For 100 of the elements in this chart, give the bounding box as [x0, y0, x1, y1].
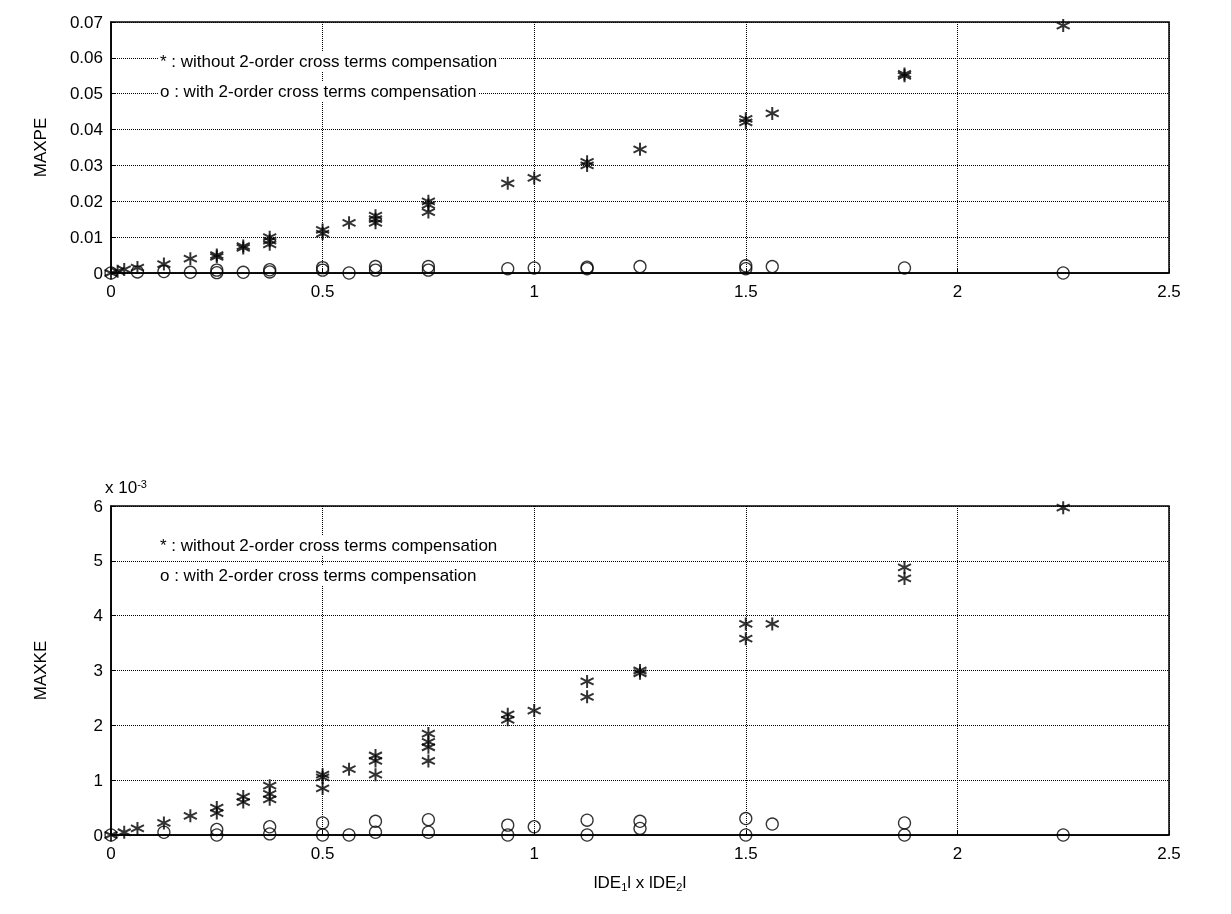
- y-tick-label: 0.01: [69, 227, 103, 247]
- y-tick-label: 0: [93, 825, 103, 845]
- y-tick-label: 0.04: [69, 120, 103, 140]
- annotation: * : without 2-order cross terms compensation: [160, 52, 498, 71]
- point: [632, 141, 648, 157]
- y-tick-label: 0.05: [69, 84, 103, 104]
- y-tick-label: 0.06: [69, 48, 103, 68]
- y-tick-label: 0.02: [69, 191, 103, 211]
- point: [421, 263, 436, 277]
- x-tick-label: 1.5: [733, 844, 758, 863]
- point: [527, 261, 541, 275]
- point: [236, 265, 250, 279]
- point: [341, 761, 357, 777]
- point: [116, 824, 132, 840]
- x-tick-label: 1: [529, 844, 539, 863]
- y-axis-title: MAXKE: [31, 640, 50, 701]
- x-tick-label: 2.5: [1157, 282, 1181, 301]
- point: [897, 816, 912, 830]
- point: [368, 767, 383, 783]
- point: [156, 815, 172, 831]
- point: [1056, 266, 1070, 280]
- point: [368, 263, 383, 277]
- point: [157, 264, 171, 279]
- x-tick-label: 2: [952, 844, 963, 863]
- point: [500, 175, 516, 191]
- point: [764, 105, 780, 121]
- point: [500, 712, 516, 728]
- point: [580, 813, 594, 827]
- point: [897, 570, 912, 586]
- point: [633, 814, 647, 828]
- point: [157, 825, 171, 839]
- point: [110, 263, 126, 279]
- point: [129, 260, 145, 276]
- x-tick-label: 0: [106, 844, 116, 863]
- point: [526, 170, 542, 186]
- point: [315, 226, 331, 242]
- point: [263, 820, 277, 834]
- y-tick-label: 6: [93, 496, 103, 516]
- point: [129, 820, 145, 836]
- point: [421, 259, 436, 274]
- point: [501, 828, 515, 842]
- point: [130, 265, 145, 279]
- point: [420, 739, 436, 755]
- point: [235, 794, 251, 810]
- point: [182, 808, 198, 824]
- y-tick-label: 3: [93, 661, 103, 680]
- x-tick-label: 0.5: [310, 282, 335, 301]
- x-tick-label: 2: [952, 282, 963, 301]
- annotation: * : without 2-order cross terms compensation: [160, 536, 498, 555]
- x-tick-label: 1: [529, 282, 539, 301]
- point: [210, 822, 224, 837]
- point: [421, 813, 436, 827]
- annotation: o : with 2-order cross terms compensation: [160, 566, 477, 585]
- y-tick-label: 2: [93, 715, 103, 735]
- point: [527, 820, 541, 834]
- y-tick-label: 0.07: [69, 12, 103, 32]
- point: [342, 828, 356, 842]
- point: [368, 753, 383, 769]
- x-tick-label: 1.5: [733, 282, 758, 301]
- y-tick-label: 5: [93, 551, 103, 571]
- point: [368, 825, 383, 839]
- point: [420, 204, 436, 220]
- point: [580, 828, 594, 842]
- point: [156, 256, 172, 272]
- point: [182, 251, 198, 267]
- point: [897, 559, 912, 575]
- point: [368, 215, 383, 231]
- point: [765, 259, 779, 274]
- point: [341, 215, 357, 231]
- point: [633, 259, 647, 274]
- point: [315, 816, 330, 830]
- point: [368, 259, 383, 274]
- x-tick-label: 0: [106, 282, 116, 301]
- point: [1055, 18, 1071, 34]
- point: [1055, 500, 1071, 516]
- point: [501, 818, 515, 832]
- point: [263, 827, 277, 841]
- point: [368, 814, 383, 828]
- point: [579, 673, 595, 689]
- y-tick-label: 0.03: [69, 155, 103, 175]
- point: [116, 261, 132, 277]
- point: [764, 616, 780, 632]
- y-tick-label: 4: [93, 606, 103, 626]
- point: [183, 265, 197, 279]
- y-axis-title: MAXPE: [31, 117, 50, 178]
- point: [421, 825, 436, 839]
- annotation: o : with 2-order cross terms compensation: [160, 82, 477, 101]
- y-tick-label: 0: [93, 263, 103, 283]
- point: [210, 828, 224, 842]
- point: [897, 261, 912, 275]
- x-tick-label: 0.5: [310, 844, 335, 863]
- point: [765, 817, 779, 831]
- point: [315, 828, 330, 842]
- point: [633, 821, 647, 836]
- point: [501, 262, 515, 276]
- y-tick-label: 1: [93, 770, 103, 790]
- point: [738, 631, 754, 647]
- point: [739, 828, 753, 842]
- point: [342, 266, 356, 280]
- point: [262, 791, 278, 807]
